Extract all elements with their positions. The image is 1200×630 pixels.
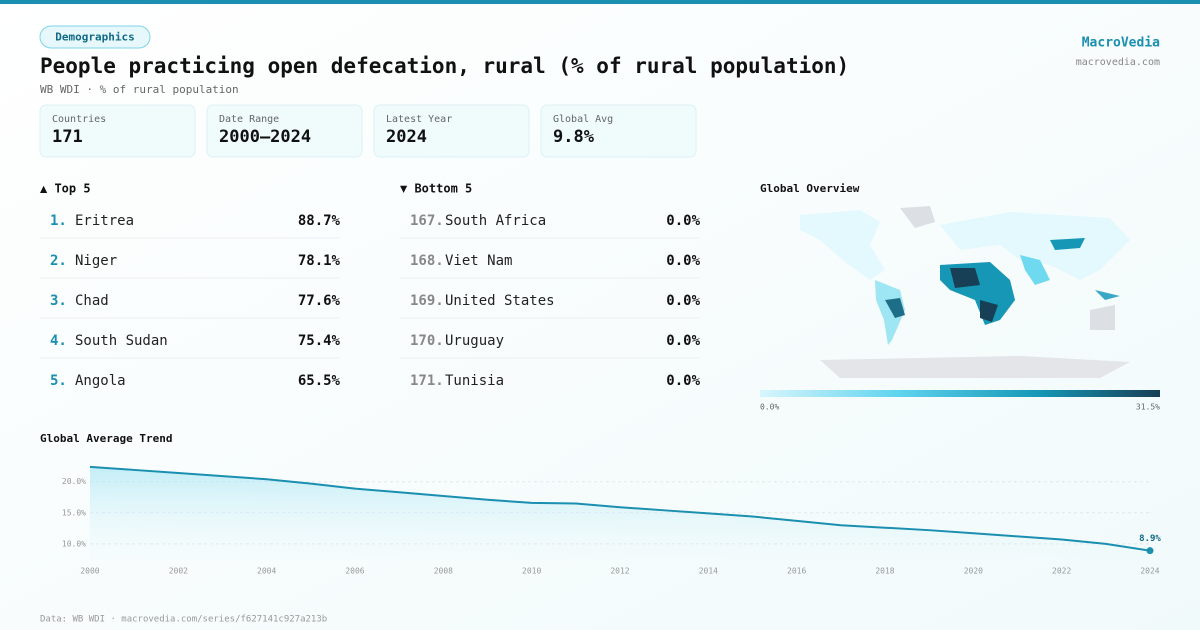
value-label: 8.9% [1139, 534, 1161, 544]
rank: 169. [410, 293, 444, 309]
x-tick-label: 2016 [787, 567, 806, 576]
rank: 5. [50, 373, 67, 389]
country: Niger [75, 253, 117, 269]
stat-card [39, 104, 196, 158]
footer: Data: WB WDI · macrovedia.com/series/f62… [40, 615, 327, 625]
country: Tunisia [445, 373, 504, 389]
stat-label: Global Avg [553, 114, 613, 125]
value: 75.4% [298, 333, 341, 349]
rank: 2. [50, 253, 67, 269]
value: 88.7% [298, 213, 341, 229]
value: 65.5% [298, 373, 341, 389]
stat-label: Countries [52, 114, 106, 125]
country: Viet Nam [445, 253, 512, 269]
value: 0.0% [666, 293, 700, 309]
stat-card [540, 104, 697, 158]
x-tick-label: 2022 [1052, 567, 1071, 576]
stat-value: 171 [52, 127, 83, 147]
stat-value: 2024 [386, 127, 427, 147]
section-title: ▲ Top 5 [40, 182, 91, 196]
y-tick-label: 15.0% [62, 508, 86, 517]
tag-pill [39, 25, 151, 49]
country: United States [445, 293, 555, 309]
value: 77.6% [298, 293, 341, 309]
rank: 3. [50, 293, 67, 309]
scale-min: 0.0% [760, 403, 779, 412]
value: 0.0% [666, 333, 700, 349]
top-bar [0, 0, 1200, 4]
section-title: Global Overview [760, 182, 860, 195]
country: Angola [75, 373, 126, 389]
subtitle: WB WDI · % of rural population [40, 83, 239, 96]
country: Eritrea [75, 213, 134, 229]
stat-value: 9.8% [553, 127, 595, 147]
value: 0.0% [666, 213, 700, 229]
value: 0.0% [666, 253, 700, 269]
area [90, 466, 1150, 560]
rank: 168. [410, 253, 444, 269]
x-tick-label: 2018 [875, 567, 894, 576]
y-tick-label: 20.0% [62, 477, 86, 486]
stat-value: 2000–2024 [219, 127, 311, 147]
brand: MacroVedia [1082, 36, 1160, 51]
x-tick-label: 2020 [964, 567, 983, 576]
x-tick-label: 2008 [434, 567, 453, 576]
x-tick-label: 2024 [1140, 567, 1159, 576]
rank: 171. [410, 373, 444, 389]
rank: 4. [50, 333, 67, 349]
world-map [800, 206, 1130, 378]
x-tick-label: 2004 [257, 567, 276, 576]
y-tick-label: 10.0% [62, 539, 86, 548]
x-tick-label: 2006 [345, 567, 364, 576]
value: 78.1% [298, 253, 341, 269]
country: Uruguay [445, 333, 504, 349]
value: 0.0% [666, 373, 700, 389]
stat-card [373, 104, 530, 158]
site: macrovedia.com [1076, 57, 1160, 68]
stat-card [206, 104, 363, 158]
color-scale [760, 390, 1160, 397]
section-title: Global Average Trend [40, 432, 172, 445]
scale-max: 31.5% [1136, 403, 1160, 412]
rank: 170. [410, 333, 444, 349]
rank: 1. [50, 213, 67, 229]
tag: Demographics [55, 31, 134, 44]
x-tick-label: 2012 [610, 567, 629, 576]
country: Chad [75, 293, 109, 309]
x-tick-label: 2000 [80, 567, 99, 576]
section-title: ▼ Bottom 5 [400, 182, 472, 196]
end-point [1146, 547, 1154, 555]
rank: 167. [410, 213, 444, 229]
x-tick-label: 2014 [699, 567, 718, 576]
x-tick-label: 2002 [169, 567, 188, 576]
line [89, 465, 1151, 552]
country: South Africa [445, 213, 546, 229]
title: People practicing open defecation, rural… [40, 54, 849, 78]
stat-label: Date Range [219, 114, 279, 125]
x-tick-label: 2010 [522, 567, 541, 576]
country: South Sudan [75, 333, 168, 349]
stat-label: Latest Year [386, 114, 452, 125]
